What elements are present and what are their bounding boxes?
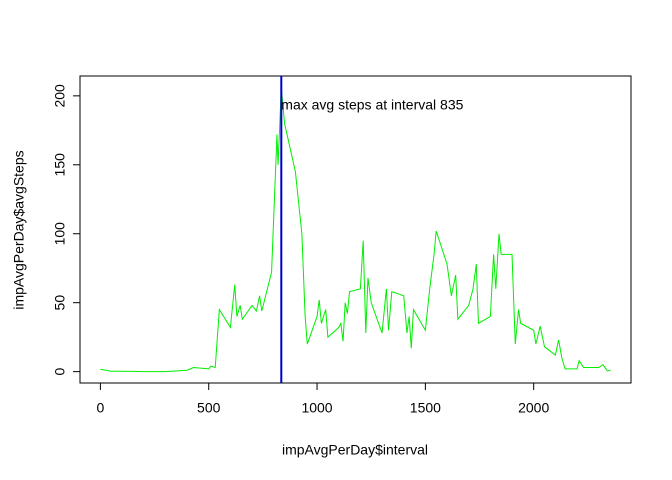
x-tick-label: 0 — [97, 400, 105, 416]
y-axis-label: impAvgPerDay$avgSteps — [11, 150, 27, 309]
y-tick-label: 50 — [52, 295, 68, 311]
x-tick-label: 1500 — [410, 400, 441, 416]
x-tick-label: 2000 — [518, 400, 549, 416]
annotation: max avg steps at interval 835 — [281, 97, 463, 113]
y-tick-label: 150 — [52, 153, 68, 177]
plot-box — [79, 75, 632, 384]
y-tick-label: 200 — [52, 84, 68, 108]
x-tick-label: 500 — [197, 400, 221, 416]
x-axis-label: impAvgPerDay$interval — [282, 442, 428, 458]
x-tick-label: 1000 — [301, 400, 332, 416]
data-line — [100, 87, 611, 373]
y-tick-label: 100 — [52, 222, 68, 246]
y-tick-label: 0 — [52, 368, 68, 376]
